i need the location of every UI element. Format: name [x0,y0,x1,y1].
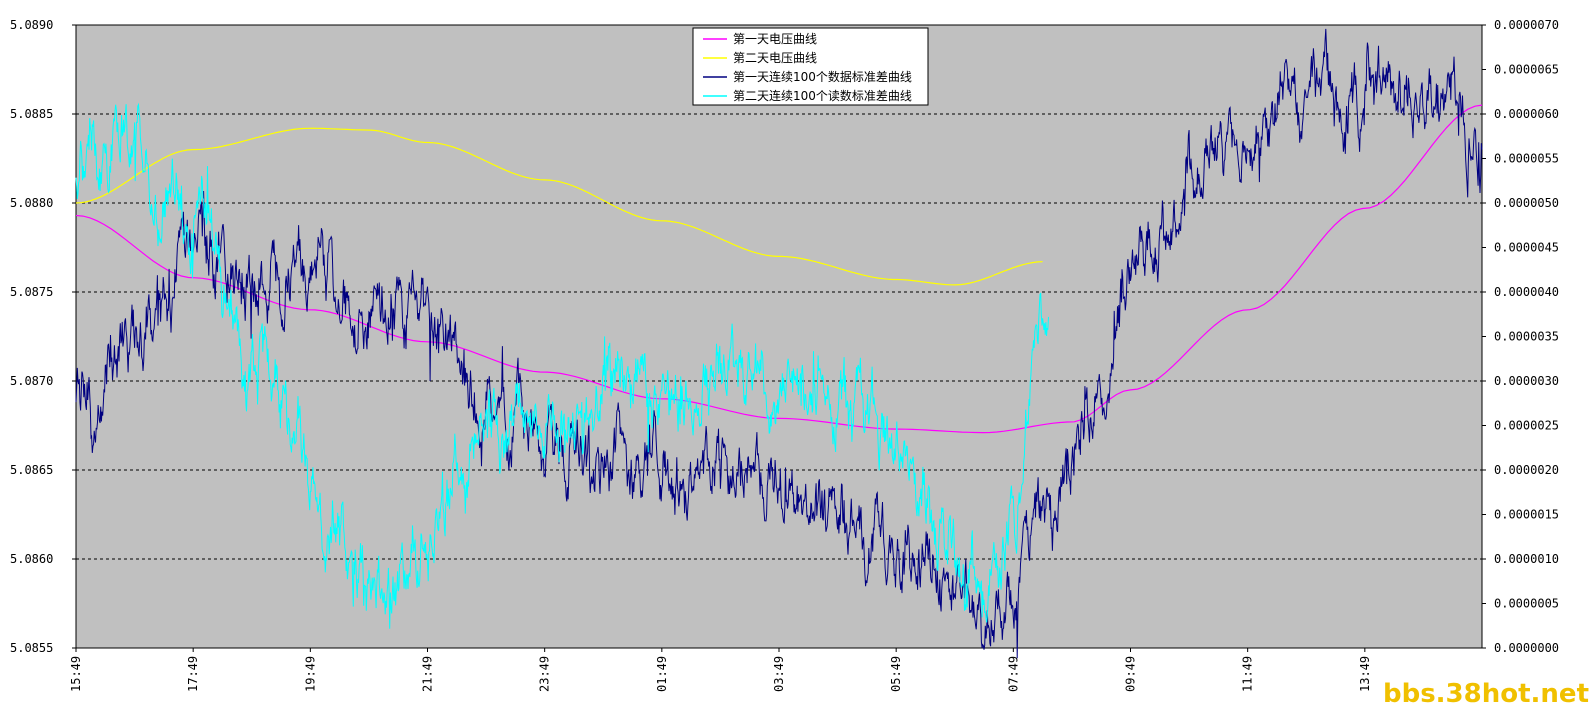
right-tick-label: 0.0000045 [1494,241,1559,255]
legend-label: 第一天电压曲线 [733,32,817,46]
left-tick-label: 5.0870 [10,374,53,388]
left-tick-label: 5.0880 [10,196,53,210]
series-line-2 [75,127,1043,286]
x-tick-label: 01:49 [655,656,669,692]
left-tick-label: 5.0875 [10,285,53,299]
left-tick-label: 5.0865 [10,463,53,477]
right-tick-label: 0.0000000 [1494,641,1559,655]
right-tick-label: 0.0000050 [1494,196,1559,210]
right-tick-label: 0.0000005 [1494,597,1559,611]
legend-label: 第二天连续100个读数标准差曲线 [733,88,912,103]
right-tick-label: 0.0000035 [1494,330,1559,344]
right-tick-label: 0.0000055 [1494,152,1559,166]
legend-label: 第一天连续100个数据标准差曲线 [733,69,912,84]
right-tick-label: 0.0000025 [1494,419,1559,433]
right-tick-label: 0.0000070 [1494,18,1559,32]
series-group [75,28,1483,659]
series-line-3 [75,28,1483,659]
x-tick-label: 21:49 [421,656,435,692]
right-tick-label: 0.0000030 [1494,374,1559,388]
x-tick-label: 05:49 [889,656,903,692]
right-tick-label: 0.0000040 [1494,285,1559,299]
x-tick-label: 11:49 [1241,656,1255,692]
right-tick-label: 0.0000065 [1494,63,1559,77]
right-tick-label: 0.0000010 [1494,552,1559,566]
left-tick-label: 5.0885 [10,107,53,121]
series-line-4 [75,102,1049,629]
x-tick-label: 13:49 [1358,656,1372,692]
left-tick-label: 5.0855 [10,641,53,655]
left-tick-label: 5.0860 [10,552,53,566]
right-axis: 0.0000000 0.0000005 0.0000010 0.0000015 0.00… [1482,18,1559,655]
grid-lines [76,113,1482,560]
left-tick-label: 5.0890 [10,18,53,32]
x-tick-label: 07:49 [1006,656,1020,692]
x-tick-label: 09:49 [1124,656,1138,692]
x-tick-label: 03:49 [772,656,786,692]
legend-label: 第二天电压曲线 [733,51,817,65]
legend: 第一天电压曲线第二天电压曲线第一天连续100个数据标准差曲线第二天连续100个读… [692,27,929,106]
left-axis: 5.0855 5.0860 5.0865 5.0870 5.0875 5.0880 5.08… [10,18,76,655]
x-axis: 15:49 17:49 19:49 21:49 23:49 01:49 03:49 05:49… [69,648,1372,692]
right-tick-label: 0.0000060 [1494,107,1559,121]
x-tick-label: 15:49 [69,656,83,692]
right-tick-label: 0.0000015 [1494,508,1559,522]
x-tick-label: 17:49 [186,656,200,692]
legend-box [692,27,929,106]
series-line-1 [75,104,1483,434]
x-tick-label: 23:49 [538,656,552,692]
watermark: bbs.38hot.net [1382,679,1589,709]
x-tick-label: 19:49 [303,656,317,692]
right-tick-label: 0.0000020 [1494,463,1559,477]
